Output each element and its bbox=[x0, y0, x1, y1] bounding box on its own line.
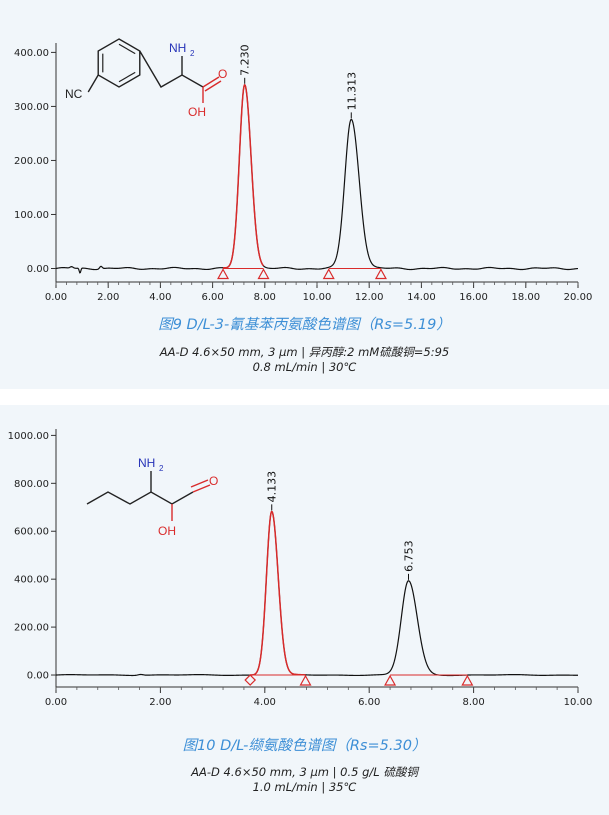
x-tick-label: 18.00 bbox=[511, 292, 540, 303]
x-tick-label: 4.00 bbox=[254, 697, 276, 708]
molecule-norvaline: NH 2 O OH bbox=[86, 456, 218, 538]
y-tick-label: 600.00 bbox=[14, 527, 49, 538]
molecule-3-cyanophenylalanine: NH 2 O OH NC bbox=[65, 38, 227, 119]
chromatogram-chart-2: 0.00 200.00 400.00 600.00 800.00 1000.00 0.00 2… bbox=[8, 429, 593, 708]
carbonyl-oxygen-label: O bbox=[218, 67, 227, 81]
ring-double-bond bbox=[118, 43, 136, 55]
highlighted-peak-0 bbox=[250, 510, 306, 676]
highlighted-peak-0 bbox=[223, 83, 265, 269]
nitrile-bond bbox=[87, 74, 99, 93]
x-tick-label: 8.00 bbox=[254, 292, 276, 303]
x-tick-label: 10.00 bbox=[564, 697, 593, 708]
y-tick-label: 200.00 bbox=[14, 623, 49, 634]
peak-label: 7.230 bbox=[239, 44, 252, 76]
baseline-marker-triangle bbox=[384, 674, 397, 686]
figure-9-conditions-line2: 0.8 mL/min | 30℃ bbox=[252, 360, 357, 374]
ring-double-bond bbox=[118, 71, 136, 83]
y-tick-label: 400.00 bbox=[14, 575, 49, 586]
chromatogram-trace bbox=[55, 510, 578, 677]
amine-subscript: 2 bbox=[190, 49, 195, 58]
y-tick-label: 200.00 bbox=[14, 156, 49, 167]
baseline-marker-triangle bbox=[322, 268, 335, 280]
carbonyl-bond-2 bbox=[190, 479, 209, 488]
y-tick-label: 400.00 bbox=[14, 48, 49, 59]
chromatogram-trace bbox=[55, 84, 579, 274]
chromatogram-chart-1: 0.00 100.00 200.00 300.00 400.00 0.00 2.00 4.00… bbox=[14, 38, 593, 303]
x-tick-label: 4.00 bbox=[149, 292, 171, 303]
chromatogram-panel-1: 0.00 100.00 200.00 300.00 400.00 0.00 2.00 4.00… bbox=[0, 0, 609, 389]
x-tick-label: 2.00 bbox=[97, 292, 119, 303]
carbonyl-bond bbox=[192, 484, 211, 493]
y-tick-label: 1000.00 bbox=[8, 431, 49, 442]
amine-label: NH bbox=[169, 41, 186, 55]
y-tick-label: 0.00 bbox=[27, 671, 49, 682]
x-tick-label: 0.00 bbox=[45, 292, 67, 303]
x-tick-label: 12.00 bbox=[355, 292, 384, 303]
hydroxyl-label: OH bbox=[158, 524, 176, 538]
baseline-marker-triangle bbox=[461, 674, 474, 686]
x-tick-label: 8.00 bbox=[462, 697, 484, 708]
x-tick-label: 6.00 bbox=[201, 292, 223, 303]
figure-9-title: 图9 D/L-3-氰基苯丙氨酸色谱图（Rs=5.19） bbox=[158, 317, 451, 333]
peak-label: 6.753 bbox=[403, 540, 416, 572]
x-tick-label: 10.00 bbox=[303, 292, 332, 303]
x-tick-label: 6.00 bbox=[358, 697, 380, 708]
peak-label: 4.133 bbox=[266, 471, 279, 503]
carbonyl-oxygen-label: O bbox=[209, 474, 218, 488]
baseline-marker-triangle bbox=[299, 674, 312, 686]
hydroxyl-label: OH bbox=[188, 105, 206, 119]
baseline-marker-triangle bbox=[257, 268, 270, 280]
amine-label: NH bbox=[138, 456, 155, 470]
x-tick-label: 2.00 bbox=[149, 697, 171, 708]
figure-10-conditions-line2: 1.0 mL/min | 35℃ bbox=[252, 780, 357, 794]
side-chain-bonds bbox=[139, 50, 204, 88]
x-tick-label: 0.00 bbox=[45, 697, 67, 708]
figure-10-conditions-line1: AA-D 4.6×50 mm, 3 μm | 0.5 g/L 硫酸铜 bbox=[191, 765, 418, 779]
baseline-marker-diamond bbox=[244, 674, 257, 686]
baseline-marker-triangle bbox=[217, 268, 230, 280]
x-tick-label: 16.00 bbox=[459, 292, 488, 303]
carbonyl-bond-2 bbox=[204, 80, 222, 92]
benzene-ring bbox=[97, 38, 141, 88]
nitrile-label: NC bbox=[65, 87, 83, 101]
y-tick-label: 0.00 bbox=[27, 264, 49, 275]
peak-label: 11.313 bbox=[345, 72, 358, 111]
chromatogram-panel-2: 0.00 200.00 400.00 600.00 800.00 1000.00 0.00 2… bbox=[0, 405, 609, 815]
x-tick-label: 20.00 bbox=[564, 292, 593, 303]
y-tick-label: 800.00 bbox=[14, 479, 49, 490]
carbon-chain bbox=[86, 491, 194, 505]
y-tick-label: 100.00 bbox=[14, 210, 49, 221]
x-tick-label: 14.00 bbox=[407, 292, 436, 303]
amine-subscript: 2 bbox=[159, 464, 164, 473]
carbonyl-bond bbox=[202, 76, 220, 88]
baseline-marker-triangle bbox=[374, 268, 387, 280]
y-tick-label: 300.00 bbox=[14, 102, 49, 113]
figure-10-title: 图10 D/L-缬氨酸色谱图（Rs=5.30） bbox=[182, 738, 427, 754]
figure-9-conditions-line1: AA-D 4.6×50 mm, 3 μm | 异丙醇:2 mM硫酸铜=5:95 bbox=[159, 345, 450, 359]
